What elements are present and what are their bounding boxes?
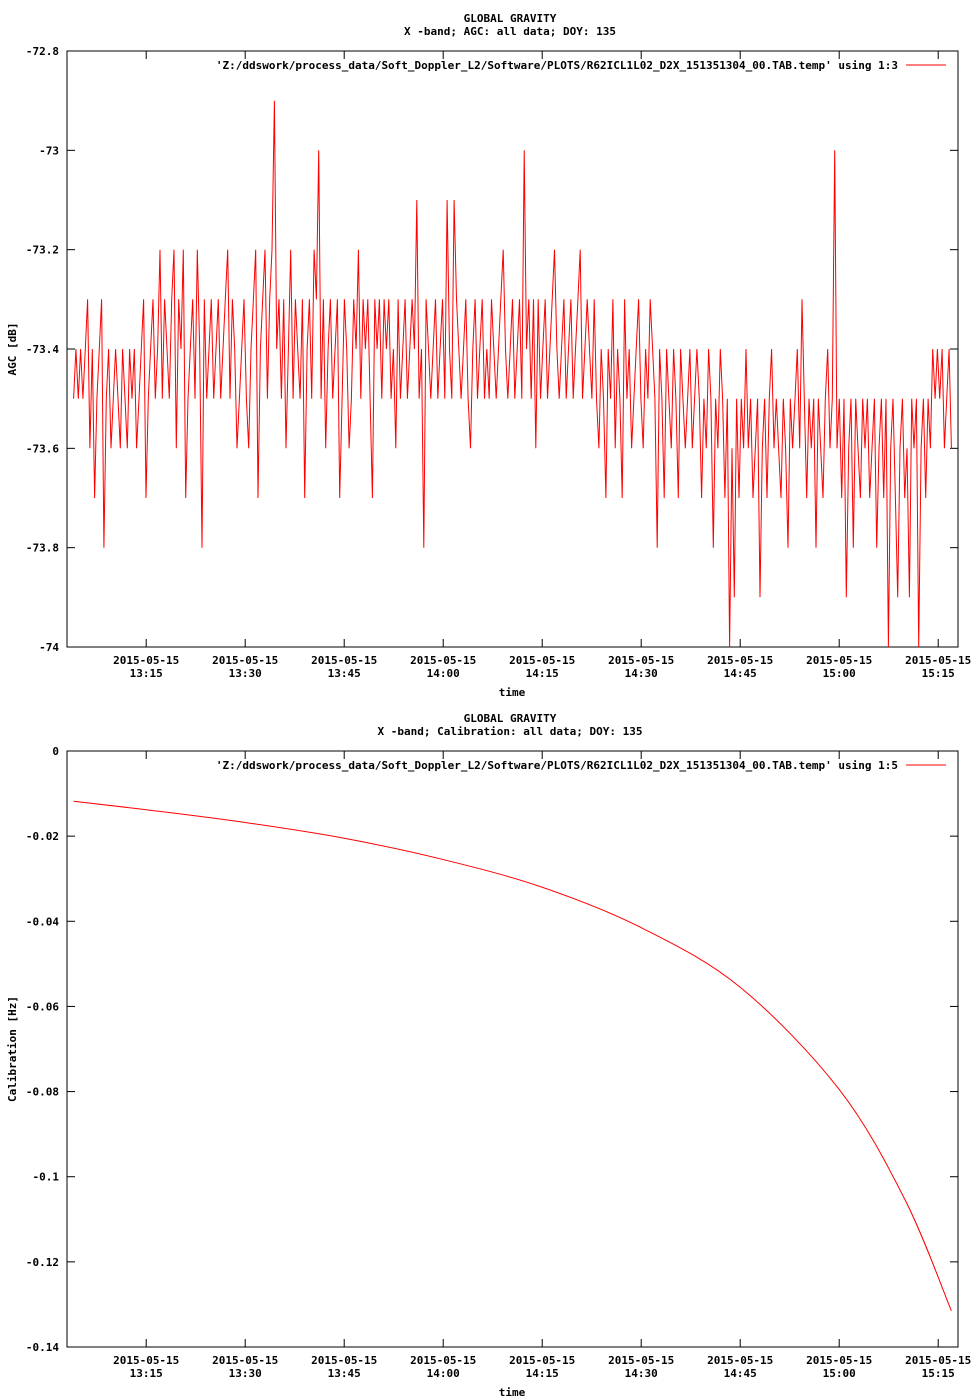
x-tick-time: 13:45 xyxy=(328,1367,361,1380)
x-tick-time: 13:30 xyxy=(229,1367,262,1380)
x-tick-time: 13:15 xyxy=(130,667,163,680)
x-tick-time: 15:15 xyxy=(922,1367,955,1380)
y-tick-label: -0.14 xyxy=(26,1341,59,1354)
plot-frame xyxy=(66,750,959,1348)
x-tick-time: 14:45 xyxy=(724,667,757,680)
y-tick-label: -74 xyxy=(39,641,59,654)
y-tick-label: -73.8 xyxy=(26,542,59,555)
chart-subtitle: X -band; Calibration: all data; DOY: 135 xyxy=(378,725,643,738)
x-tick-date: 2015-05-15 xyxy=(608,654,674,667)
x-tick-date: 2015-05-15 xyxy=(509,654,575,667)
y-tick-label: -72.8 xyxy=(26,45,59,58)
x-tick-date: 2015-05-15 xyxy=(608,1354,674,1367)
x-tick-date: 2015-05-15 xyxy=(212,654,278,667)
x-tick-time: 15:15 xyxy=(922,667,955,680)
y-tick-label: -73 xyxy=(39,144,59,157)
x-tick-date: 2015-05-15 xyxy=(509,1354,575,1367)
y-axis-label: AGC [dB] xyxy=(6,323,19,376)
x-tick-time: 13:30 xyxy=(229,667,262,680)
y-tick-label: -0.06 xyxy=(26,1000,59,1013)
x-tick-time: 13:45 xyxy=(328,667,361,680)
y-tick-label: -73.6 xyxy=(26,442,59,455)
x-axis-label: time xyxy=(499,1386,526,1399)
y-axis-label: Calibration [Hz] xyxy=(6,996,19,1102)
y-tick-label: 0 xyxy=(52,745,59,758)
legend-label: 'Z:/ddswork/process_data/Soft_Doppler_L2… xyxy=(216,759,898,772)
y-tick-label: -0.12 xyxy=(26,1256,59,1269)
chart-title: GLOBAL GRAVITY xyxy=(464,712,557,725)
y-tick-label: -73.4 xyxy=(26,343,59,356)
series-line xyxy=(73,800,952,1312)
x-tick-date: 2015-05-15 xyxy=(410,1354,476,1367)
x-tick-date: 2015-05-15 xyxy=(905,1354,971,1367)
series-line xyxy=(73,100,952,648)
x-tick-date: 2015-05-15 xyxy=(707,654,773,667)
x-tick-date: 2015-05-15 xyxy=(212,1354,278,1367)
x-tick-time: 13:15 xyxy=(130,1367,163,1380)
x-tick-date: 2015-05-15 xyxy=(311,1354,377,1367)
chart-subtitle: X -band; AGC: all data; DOY: 135 xyxy=(404,25,616,38)
x-tick-time: 14:00 xyxy=(427,1367,460,1380)
x-tick-date: 2015-05-15 xyxy=(410,654,476,667)
y-tick-label: -0.02 xyxy=(26,830,59,843)
x-tick-date: 2015-05-15 xyxy=(707,1354,773,1367)
x-tick-time: 14:15 xyxy=(526,1367,559,1380)
x-tick-time: 14:30 xyxy=(625,1367,658,1380)
x-tick-time: 15:00 xyxy=(823,1367,856,1380)
legend-label: 'Z:/ddswork/process_data/Soft_Doppler_L2… xyxy=(216,59,898,72)
x-tick-time: 14:30 xyxy=(625,667,658,680)
x-axis-label: time xyxy=(499,686,526,699)
y-tick-label: -0.08 xyxy=(26,1086,59,1099)
x-tick-date: 2015-05-15 xyxy=(806,1354,872,1367)
x-tick-date: 2015-05-15 xyxy=(113,1354,179,1367)
x-tick-time: 14:15 xyxy=(526,667,559,680)
x-tick-date: 2015-05-15 xyxy=(806,654,872,667)
x-tick-date: 2015-05-15 xyxy=(113,654,179,667)
y-tick-label: -73.2 xyxy=(26,244,59,257)
chart-title: GLOBAL GRAVITY xyxy=(464,12,557,25)
x-tick-date: 2015-05-15 xyxy=(311,654,377,667)
plot-frame xyxy=(66,50,959,648)
x-tick-time: 15:00 xyxy=(823,667,856,680)
x-tick-time: 14:00 xyxy=(427,667,460,680)
x-tick-time: 14:45 xyxy=(724,1367,757,1380)
x-tick-date: 2015-05-15 xyxy=(905,654,971,667)
y-tick-label: -0.1 xyxy=(33,1171,60,1184)
y-tick-label: -0.04 xyxy=(26,915,59,928)
